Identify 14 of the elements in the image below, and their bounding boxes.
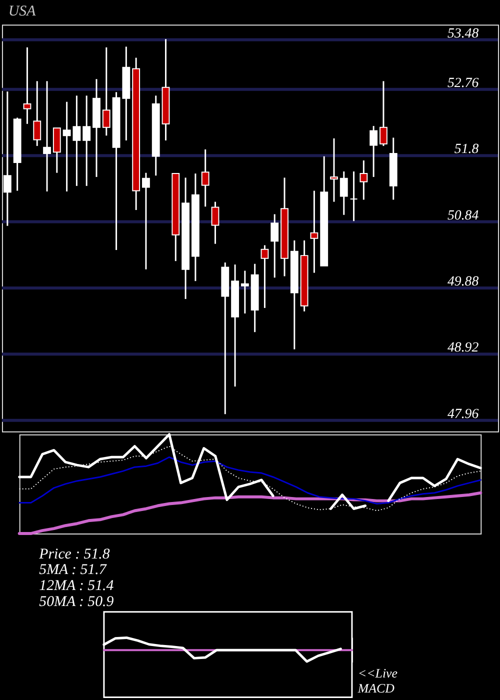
y-tick-label: 51.8 <box>454 142 479 158</box>
y-tick-label: 53.48 <box>447 26 479 42</box>
text: <<Live <box>358 666 398 680</box>
text: 5MA : 51.7 <box>39 562 107 578</box>
y-tick-label: 52.76 <box>447 76 479 91</box>
y-tick-label: 49.88 <box>447 274 479 290</box>
chart-title: USA <box>8 4 37 20</box>
text: 50MA : 50.9 <box>39 594 114 610</box>
text: 12MA : 51.4 <box>39 578 114 594</box>
y-tick-label: 47.96 <box>447 406 479 422</box>
y-tick-label: 48.92 <box>447 340 479 356</box>
y-tick-label: 50.84 <box>447 208 479 224</box>
text: Price : 51.8 <box>38 546 110 562</box>
text: MACD <box>356 681 396 696</box>
